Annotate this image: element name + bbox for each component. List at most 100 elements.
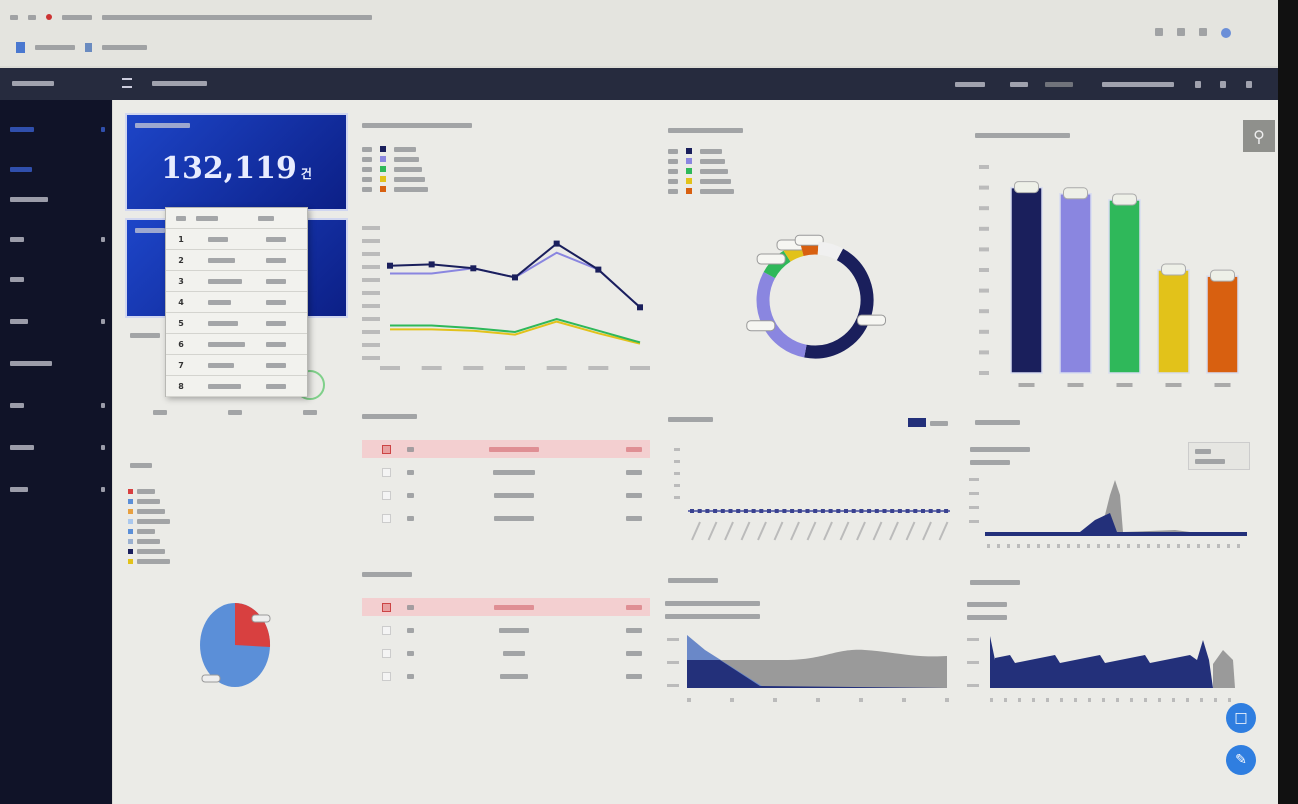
app-logo[interactable]: [12, 81, 54, 86]
legend-item[interactable]: [128, 496, 170, 506]
value-cell: [266, 320, 286, 326]
rank-cell: 2: [178, 255, 184, 265]
list-checkbox[interactable]: [382, 467, 391, 477]
data-point: [882, 509, 887, 513]
list-checkbox[interactable]: [382, 625, 391, 635]
sidebar-item[interactable]: [10, 440, 105, 454]
search-button[interactable]: ⚲: [1243, 120, 1275, 152]
sidebar-item[interactable]: [10, 192, 105, 206]
table-row[interactable]: 6: [166, 334, 307, 355]
list-item[interactable]: [362, 598, 650, 616]
sidebar-item[interactable]: [10, 482, 105, 496]
legend-item[interactable]: [362, 164, 428, 174]
bookmark-item[interactable]: [35, 45, 75, 50]
bookmark-icon: [16, 42, 25, 53]
y-tick-label: [362, 265, 380, 269]
y-tick-label: [362, 317, 380, 321]
list-item[interactable]: [362, 440, 650, 458]
legend-item[interactable]: [668, 186, 734, 196]
sidebar-item[interactable]: [10, 398, 105, 412]
back-icon[interactable]: [10, 14, 18, 20]
data-point: [944, 509, 949, 513]
sidebar-item[interactable]: [10, 162, 105, 176]
zoom-icon[interactable]: [1177, 28, 1185, 36]
legend-item[interactable]: [128, 506, 170, 516]
list-item[interactable]: [362, 644, 650, 662]
sidebar-item[interactable]: [10, 356, 105, 370]
sidebar-item[interactable]: [10, 314, 105, 328]
name-cell: [208, 299, 231, 305]
table-row[interactable]: 8: [166, 376, 307, 397]
y-tick-label: [969, 506, 979, 509]
legend-item[interactable]: [128, 516, 170, 526]
donut-slice: [817, 241, 844, 261]
legend-item[interactable]: [668, 146, 734, 156]
sidebar-item[interactable]: [10, 122, 105, 136]
legend-item[interactable]: [128, 486, 170, 496]
hamburger-icon[interactable]: [122, 78, 132, 88]
dashboard-selector[interactable]: [152, 81, 207, 86]
legend-item[interactable]: [128, 536, 170, 546]
chat-button[interactable]: □: [1226, 703, 1256, 733]
bookmark-item[interactable]: [102, 45, 147, 50]
star-icon[interactable]: [1199, 28, 1207, 36]
x-tick-label: [1186, 698, 1189, 702]
list-item[interactable]: [362, 621, 650, 639]
url-text[interactable]: [102, 14, 372, 20]
list-checkbox[interactable]: [382, 671, 391, 681]
legend-item[interactable]: [668, 176, 734, 186]
table-header: [166, 208, 307, 229]
user-info[interactable]: [1102, 82, 1174, 87]
list-checkbox[interactable]: [382, 602, 391, 612]
table-row[interactable]: 1: [166, 229, 307, 250]
rank-cell: 7: [178, 360, 184, 370]
extension-icon[interactable]: [1155, 28, 1163, 36]
legend-item[interactable]: [362, 144, 428, 154]
sidebar-item[interactable]: [10, 232, 105, 246]
bar-chart-title: [975, 133, 1070, 138]
table-row[interactable]: 2: [166, 250, 307, 271]
legend-item[interactable]: [128, 546, 170, 556]
value-cell: [266, 257, 286, 263]
list-checkbox[interactable]: [382, 444, 391, 454]
table-row[interactable]: 7: [166, 355, 307, 376]
legend-item: [967, 615, 1007, 620]
legend-item[interactable]: [668, 166, 734, 176]
kpi-title: [135, 228, 165, 233]
header-link[interactable]: [1010, 82, 1028, 87]
list-item[interactable]: [362, 463, 650, 481]
list-checkbox[interactable]: [382, 513, 391, 523]
y-tick-label: [362, 304, 380, 308]
legend-item[interactable]: [668, 156, 734, 166]
profile-avatar[interactable]: [1221, 28, 1231, 38]
header-link[interactable]: [955, 82, 985, 87]
list-item[interactable]: [362, 509, 650, 527]
list-item[interactable]: [362, 486, 650, 504]
legend-item[interactable]: [362, 174, 428, 184]
table-row[interactable]: 4: [166, 292, 307, 313]
value-cell: [266, 236, 286, 242]
logout-icon[interactable]: [1246, 81, 1252, 88]
period-select[interactable]: [1188, 442, 1250, 470]
notification-icon[interactable]: [1195, 81, 1201, 88]
legend-item[interactable]: [362, 184, 428, 194]
settings-icon[interactable]: [1220, 81, 1226, 88]
table-row[interactable]: 3: [166, 271, 307, 292]
legend-item[interactable]: [362, 154, 428, 164]
list-item[interactable]: [362, 667, 650, 685]
legend-item[interactable]: [128, 556, 170, 566]
sidebar-item[interactable]: [10, 272, 105, 286]
list-checkbox[interactable]: [382, 490, 391, 500]
x-tick-label: [1187, 544, 1190, 548]
timeline-chart-title: [668, 417, 713, 422]
legend-item[interactable]: [128, 526, 170, 536]
value-cell: [266, 299, 286, 305]
address-bar[interactable]: [62, 14, 92, 20]
header-link[interactable]: [1045, 82, 1073, 87]
table-row[interactable]: 5: [166, 313, 307, 334]
reload-icon[interactable]: [28, 14, 36, 20]
edit-button[interactable]: ✎: [1226, 745, 1256, 775]
y-tick-label: [979, 371, 989, 375]
list-checkbox[interactable]: [382, 648, 391, 658]
y-tick-label: [362, 226, 380, 230]
